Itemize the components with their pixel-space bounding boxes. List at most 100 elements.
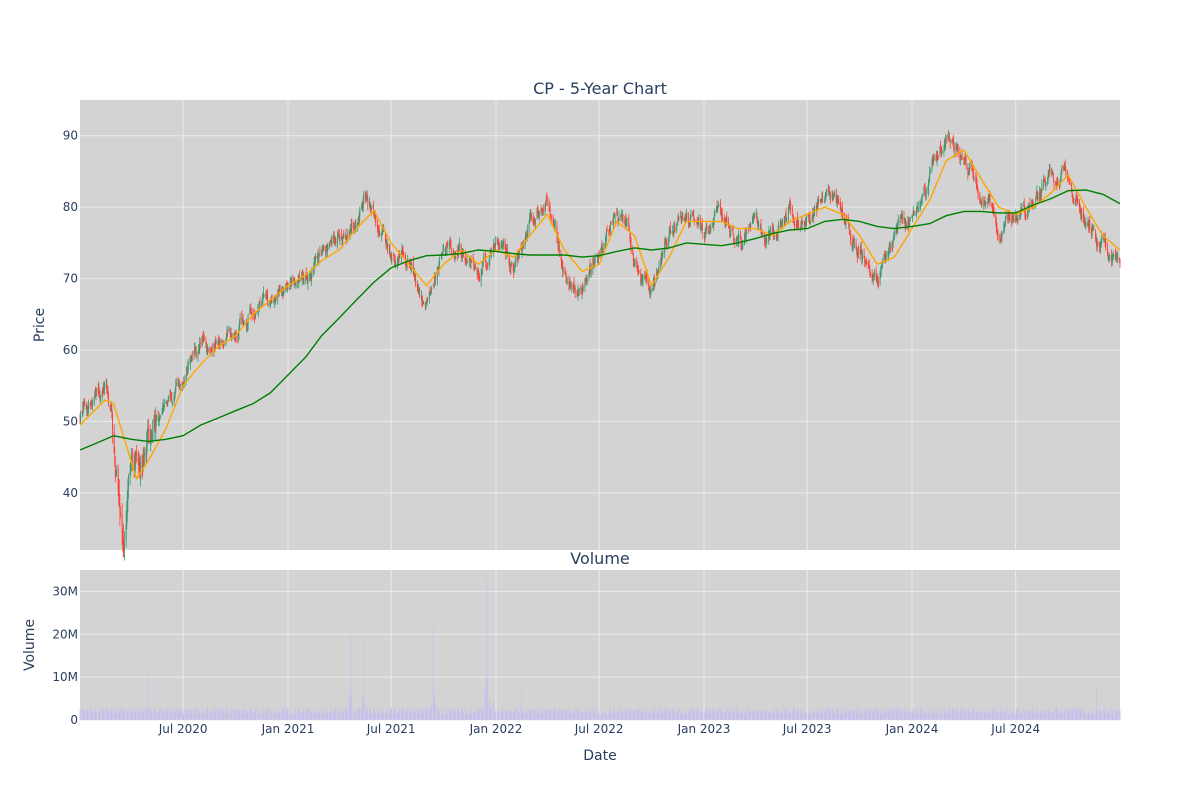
- candle-body: [354, 224, 356, 227]
- volume-bar: [337, 714, 338, 720]
- candle-body: [1025, 214, 1027, 217]
- volume-bar: [154, 707, 156, 720]
- candle-body: [804, 223, 806, 227]
- candle-body: [781, 224, 782, 226]
- candle-body: [1104, 236, 1106, 243]
- volume-bar: [724, 711, 725, 720]
- candle-body: [763, 235, 765, 241]
- volume-bar: [636, 709, 638, 720]
- candle-body: [957, 148, 959, 153]
- candle-body: [755, 213, 757, 215]
- candle-body: [645, 275, 647, 277]
- volume-bar: [673, 708, 675, 720]
- volume-bar: [952, 707, 954, 720]
- candle-body: [557, 237, 558, 240]
- volume-bar: [1068, 709, 1070, 720]
- volume-bar: [309, 708, 311, 720]
- volume-bar: [401, 708, 402, 720]
- volume-bar: [373, 710, 374, 720]
- candle-body: [525, 232, 527, 238]
- volume-bar: [857, 707, 859, 720]
- volume-bar: [1112, 711, 1113, 720]
- candle-body: [317, 255, 319, 259]
- candle-body: [1088, 222, 1090, 226]
- volume-bar: [664, 708, 666, 720]
- candle-body: [258, 304, 260, 312]
- candle-body: [700, 227, 702, 229]
- volume-bar: [1008, 713, 1010, 720]
- candle-body: [1015, 214, 1017, 222]
- volume-bar: [666, 708, 668, 720]
- candle-body: [917, 207, 919, 212]
- candle-body: [700, 219, 702, 230]
- volume-bar: [385, 714, 387, 720]
- candle-body: [688, 217, 690, 225]
- volume-bar: [656, 713, 658, 720]
- candle-body: [979, 198, 981, 202]
- candle-body: [353, 226, 354, 228]
- candle-body: [566, 280, 568, 283]
- volume-bar: [468, 714, 470, 720]
- candle-body: [416, 283, 418, 288]
- volume-bar: [721, 710, 723, 720]
- volume-bar: [598, 713, 600, 720]
- candle-body: [239, 320, 241, 325]
- candle-body: [388, 247, 390, 250]
- candle-body: [733, 236, 735, 239]
- volume-bar: [586, 712, 588, 720]
- candle-body: [960, 156, 962, 157]
- candle-body: [282, 292, 284, 297]
- x-tick-label: Jul 2021: [366, 722, 416, 736]
- volume-bar: [1032, 710, 1034, 720]
- candle-body: [681, 217, 683, 220]
- volume-bar: [802, 707, 803, 720]
- candle-body: [1093, 226, 1095, 230]
- volume-bar: [921, 712, 923, 720]
- candle-body: [1057, 181, 1059, 186]
- volume-bar: [362, 696, 364, 720]
- volume-bar: [389, 713, 391, 720]
- volume-bar: [710, 709, 712, 720]
- candle-body: [242, 318, 244, 323]
- candle-body: [384, 231, 386, 241]
- volume-bar: [1101, 710, 1103, 720]
- candle-body: [774, 235, 776, 237]
- candle-body: [592, 259, 594, 270]
- volume-bar: [318, 711, 320, 720]
- volume-bar: [609, 711, 610, 720]
- volume-bar: [684, 713, 686, 720]
- candle-body: [337, 232, 339, 237]
- candle-body: [721, 209, 723, 216]
- volume-bar: [338, 708, 340, 720]
- x-tick-label: Jul 2020: [158, 722, 208, 736]
- candle-body: [721, 213, 723, 217]
- candle-body: [249, 308, 251, 311]
- volume-bar: [190, 708, 191, 720]
- volume-bar: [1044, 709, 1046, 720]
- volume-bar: [590, 714, 591, 720]
- volume-bar: [258, 713, 260, 720]
- candle-body: [993, 212, 995, 217]
- volume-bar: [948, 712, 950, 720]
- candle-body: [1003, 228, 1005, 234]
- candle-body: [830, 195, 831, 198]
- volume-bar: [330, 714, 332, 720]
- volume-bar: [919, 708, 921, 720]
- volume-bar: [553, 707, 554, 720]
- volume-bar: [700, 709, 701, 720]
- volume-bar: [989, 712, 991, 720]
- price-axis-title: Price: [32, 308, 48, 342]
- volume-bar: [517, 710, 519, 720]
- candle-body: [881, 263, 883, 267]
- candle-body: [929, 172, 931, 178]
- candle-body: [541, 209, 543, 211]
- volume-bar: [110, 707, 112, 720]
- candle-body: [1048, 170, 1050, 172]
- candle-body: [114, 457, 116, 464]
- volume-bar: [1071, 709, 1072, 720]
- candle-body: [662, 252, 664, 255]
- volume-bar: [478, 712, 480, 720]
- candle-body: [893, 231, 895, 239]
- volume-bar: [317, 711, 319, 720]
- candle-body: [273, 302, 275, 303]
